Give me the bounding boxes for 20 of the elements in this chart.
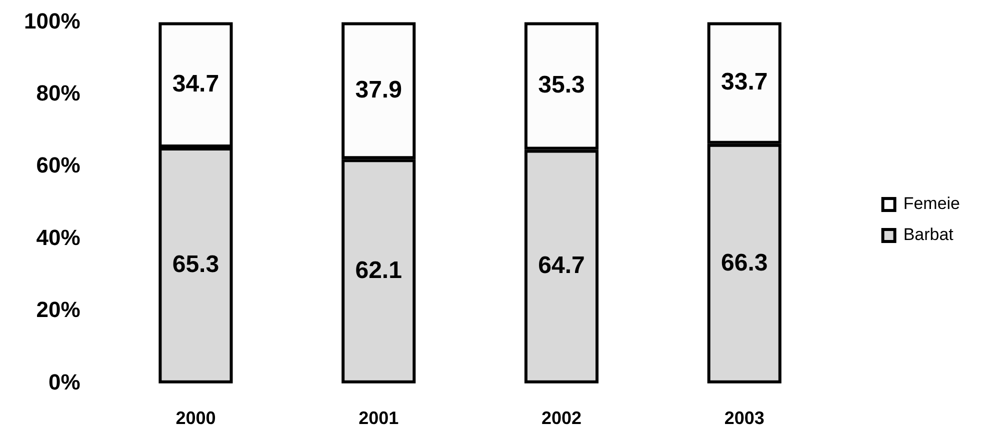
data-label: 66.3 <box>721 249 768 276</box>
legend-label: Barbat <box>903 225 954 244</box>
data-label: 34.7 <box>172 70 220 98</box>
y-tick-label: 80% <box>36 80 80 106</box>
data-label: 37.9 <box>355 76 402 104</box>
data-label: 62.1 <box>355 256 402 284</box>
data-label: 35.3 <box>538 72 585 99</box>
x-tick-label: 2001 <box>358 408 399 426</box>
y-tick-label: 0% <box>48 369 80 394</box>
x-tick-label: 2003 <box>724 408 764 426</box>
x-tick-label: 2000 <box>176 408 216 426</box>
y-tick-label: 100% <box>24 8 80 34</box>
y-tick-label: 20% <box>36 297 80 322</box>
y-tick-label: 40% <box>36 224 80 250</box>
data-label: 64.7 <box>538 252 585 280</box>
legend-label: Femeie <box>903 194 960 214</box>
x-tick-label: 2002 <box>541 408 582 426</box>
data-label: 33.7 <box>721 68 768 96</box>
data-label: 65.3 <box>172 251 220 278</box>
y-tick-label: 60% <box>36 152 80 178</box>
